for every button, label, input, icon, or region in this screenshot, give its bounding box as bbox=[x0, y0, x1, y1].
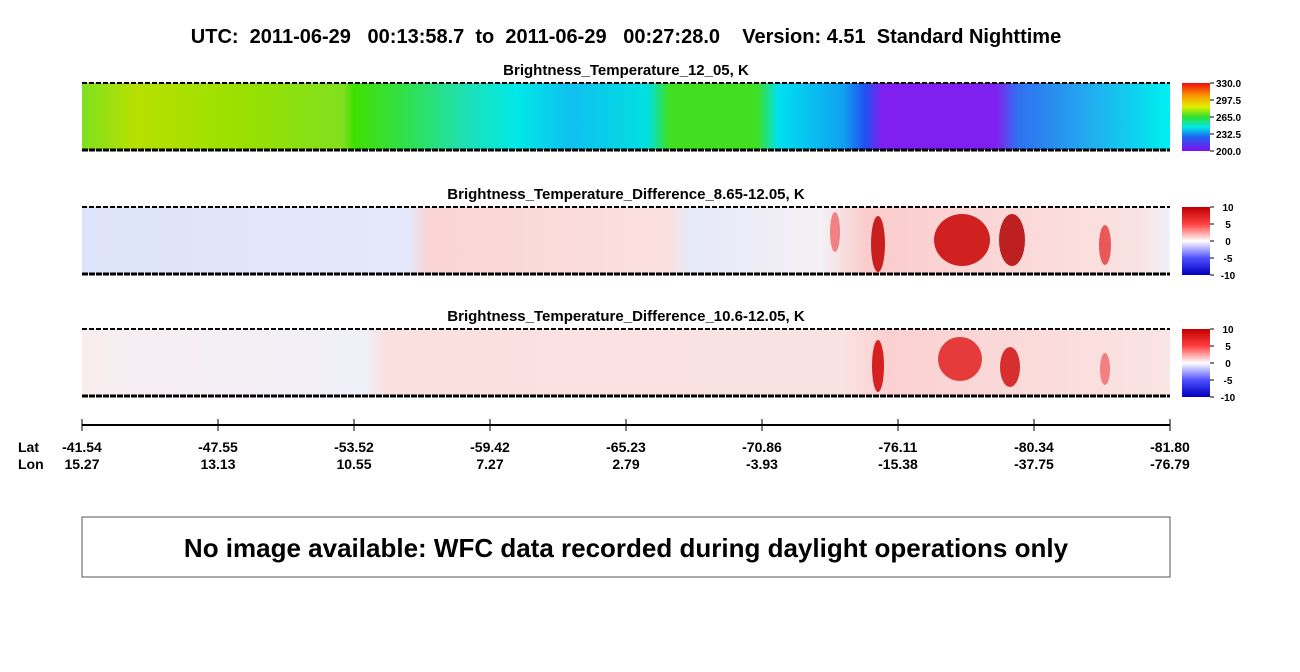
image-strip bbox=[82, 329, 1170, 396]
page-title: UTC: 2011-06-29 00:13:58.7 to 2011-06-29… bbox=[191, 26, 1061, 48]
lat-label: -80.34 bbox=[1014, 439, 1054, 455]
lat-label: -59.42 bbox=[470, 439, 510, 455]
image-feature bbox=[830, 212, 840, 252]
colorbar-label: 200.0 bbox=[1216, 147, 1241, 158]
colorbar-label: -5 bbox=[1224, 254, 1233, 265]
colorbar-label: 5 bbox=[1225, 342, 1231, 353]
lat-label: -47.55 bbox=[198, 439, 238, 455]
notice-box bbox=[81, 516, 1171, 578]
colorbar-label: 265.0 bbox=[1216, 113, 1241, 124]
colorbar bbox=[1182, 83, 1210, 151]
colorbar-label: 330.0 bbox=[1216, 79, 1241, 90]
colorbar-label: -10 bbox=[1221, 271, 1236, 282]
lon-label: 7.27 bbox=[476, 456, 503, 472]
lat-label: -53.52 bbox=[334, 439, 374, 455]
lon-label: -76.79 bbox=[1150, 456, 1190, 472]
image-feature bbox=[934, 214, 990, 266]
notice-text: No image available: WFC data recorded du… bbox=[184, 533, 1069, 563]
image-feature bbox=[1099, 225, 1111, 265]
axis-label: Lon bbox=[18, 456, 44, 472]
content: UTC: 2011-06-29 00:13:58.7 to 2011-06-29… bbox=[18, 26, 1241, 563]
panel-title: Brightness_Temperature_Difference_8.65-1… bbox=[447, 186, 805, 203]
lat-label: -70.86 bbox=[742, 439, 782, 455]
lat-label: -76.11 bbox=[879, 439, 918, 455]
colorbar-label: 232.5 bbox=[1216, 130, 1241, 141]
lat-label: -65.23 bbox=[606, 439, 646, 455]
lon-label: 10.55 bbox=[336, 456, 371, 472]
colorbar-label: 5 bbox=[1225, 220, 1231, 231]
image-feature bbox=[999, 214, 1025, 266]
image-strip bbox=[82, 83, 1170, 150]
image-feature bbox=[1000, 347, 1020, 387]
lon-label: -3.93 bbox=[746, 456, 778, 472]
image-feature bbox=[872, 340, 884, 392]
image-feature bbox=[1100, 353, 1110, 385]
colorbar-label: -5 bbox=[1224, 376, 1233, 387]
lon-label: -15.38 bbox=[878, 456, 918, 472]
lat-label: -81.80 bbox=[1150, 439, 1190, 455]
lon-label: 13.13 bbox=[200, 456, 235, 472]
colorbar-label: 0 bbox=[1225, 359, 1231, 370]
colorbar-label: 297.5 bbox=[1216, 96, 1241, 107]
image-feature bbox=[938, 337, 982, 381]
lon-label: -37.75 bbox=[1014, 456, 1054, 472]
panel-title: Brightness_Temperature_12_05, K bbox=[503, 62, 749, 79]
panel-title: Brightness_Temperature_Difference_10.6-1… bbox=[447, 308, 805, 325]
colorbar-label: 0 bbox=[1225, 237, 1231, 248]
colorbar-label: 10 bbox=[1222, 325, 1234, 336]
lon-label: 2.79 bbox=[612, 456, 639, 472]
axis-label: Lat bbox=[18, 439, 39, 455]
colorbar-label: -10 bbox=[1221, 393, 1236, 404]
colorbar bbox=[1182, 207, 1210, 275]
colorbar-label: 10 bbox=[1222, 203, 1234, 214]
lat-label: -41.54 bbox=[62, 439, 102, 455]
lon-label: 15.27 bbox=[64, 456, 99, 472]
colorbar bbox=[1182, 329, 1210, 397]
image-feature bbox=[871, 216, 885, 272]
